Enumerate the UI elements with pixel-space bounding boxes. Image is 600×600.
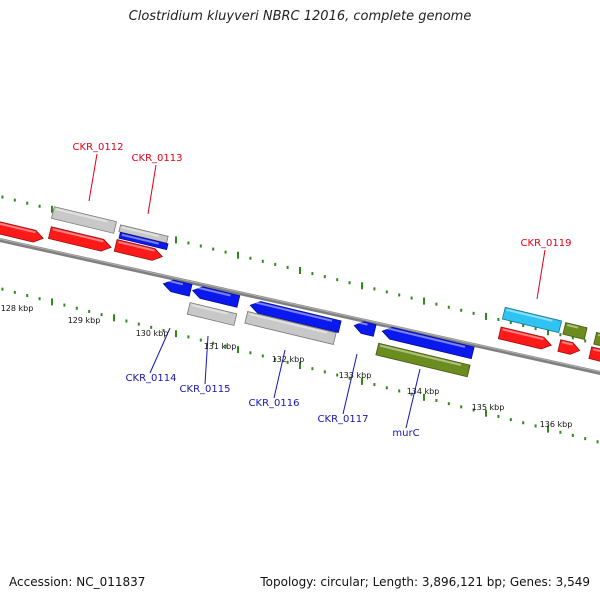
gene-arrow-body [47, 226, 112, 252]
gene-box-body [186, 302, 238, 326]
gene-arrow-highlight [252, 300, 333, 322]
gene-label-leader [342, 353, 358, 415]
gene-arrow-body [113, 239, 164, 261]
gene-box [562, 322, 588, 340]
gene-arrow-highlight [561, 341, 573, 346]
gene-arrow [588, 346, 600, 362]
gene-box-highlight [121, 226, 160, 238]
gene-arrow-highlight [356, 321, 368, 326]
gene-label: CKR_0117 [318, 414, 369, 425]
gene-arrow [353, 321, 377, 337]
scale-label: 130 kbp [136, 329, 169, 338]
gene-arrow [497, 326, 552, 350]
gene-box-highlight [191, 304, 228, 315]
gene-box-highlight [55, 208, 108, 223]
gene-label: CKR_0119 [521, 238, 572, 249]
map-title: Clostridium kluyveri NBRC 12016, complet… [128, 9, 472, 24]
gene-label: CKR_0114 [126, 373, 177, 384]
scale-label: 131 kbp [204, 342, 237, 351]
gene-box-highlight [121, 233, 160, 245]
gene-box-body [562, 322, 588, 340]
gene-box-highlight [506, 308, 553, 322]
genome-backbone [0, 238, 600, 375]
gene-label: CKR_0112 [73, 142, 124, 153]
gene-box-body [375, 342, 471, 378]
gene-box [501, 306, 563, 334]
scale-label: 133 kbp [339, 371, 372, 380]
gene-box [118, 231, 169, 251]
gene-arrow-highlight [195, 286, 231, 297]
topology-summary: Topology: circular; Length: 3,896,121 bp… [260, 575, 590, 589]
scale-label: 132 kbp [272, 355, 305, 364]
accession-text: Accession: NC_011837 [9, 575, 146, 589]
gene-box-body [244, 311, 337, 345]
gene-label-leader [149, 327, 171, 374]
gene-arrow-highlight [166, 279, 184, 286]
gene-box [375, 342, 471, 378]
gene-arrow-highlight [118, 241, 155, 252]
genome-backbone-highlight [0, 238, 600, 373]
scale-label: 134 kbp [407, 387, 440, 396]
gene-box-body [593, 331, 600, 349]
gene-box-highlight [379, 344, 462, 366]
gene-arrow-highlight [502, 328, 544, 341]
gene-arrow-body [353, 321, 377, 337]
gene-label: CKR_0113 [132, 153, 183, 164]
gene-box [186, 302, 238, 326]
gene-box [51, 206, 117, 234]
gene-arrow-body [497, 326, 552, 350]
gene-arrow-body [588, 346, 600, 362]
gene-arrow [0, 219, 44, 243]
gene-label: CKR_0115 [180, 384, 231, 395]
gene-arrow [47, 226, 112, 252]
gene-box-highlight [566, 324, 579, 329]
gene-arrow-body [381, 326, 475, 360]
gene-label-leader [273, 349, 286, 399]
gene-box-body [118, 231, 169, 251]
gene-box-body [51, 206, 117, 234]
scale-label: 128 kbp [1, 304, 34, 313]
gene-box-highlight [248, 312, 328, 334]
gene-label-leader [88, 153, 98, 202]
gene-arrow [249, 300, 342, 334]
gene-box [593, 331, 600, 349]
gene-box [244, 311, 337, 345]
gene-arrow-highlight [0, 221, 36, 234]
gene-arrow-highlight [592, 348, 600, 353]
gene-label-leader [536, 249, 546, 300]
gene-label-leader [405, 368, 421, 429]
scale-label: 135 kbp [472, 403, 505, 412]
gene-label-leader [147, 164, 157, 215]
gene-arrow-body [249, 301, 342, 334]
gene-arrow [162, 279, 193, 297]
gene-label: murC [392, 428, 419, 439]
gene-arrow-body [0, 219, 44, 243]
gene-box-highlight [597, 333, 600, 338]
gene-arrow-body [557, 339, 581, 355]
gene-arrow [557, 339, 581, 355]
gene-box-body [501, 306, 563, 334]
gene-arrow-highlight [52, 228, 104, 243]
gene-arrow [381, 326, 475, 360]
scale-label: 136 kbp [540, 420, 573, 429]
gene-label-leader [204, 335, 209, 385]
scale-label: 129 kbp [68, 316, 101, 325]
gene-label: CKR_0116 [249, 398, 300, 409]
gene-arrow-body [191, 286, 241, 308]
gene-arrow [113, 239, 164, 261]
gene-arrow-highlight [384, 326, 466, 348]
gene-arrow-body [162, 279, 193, 297]
gene-arrow [191, 286, 241, 308]
